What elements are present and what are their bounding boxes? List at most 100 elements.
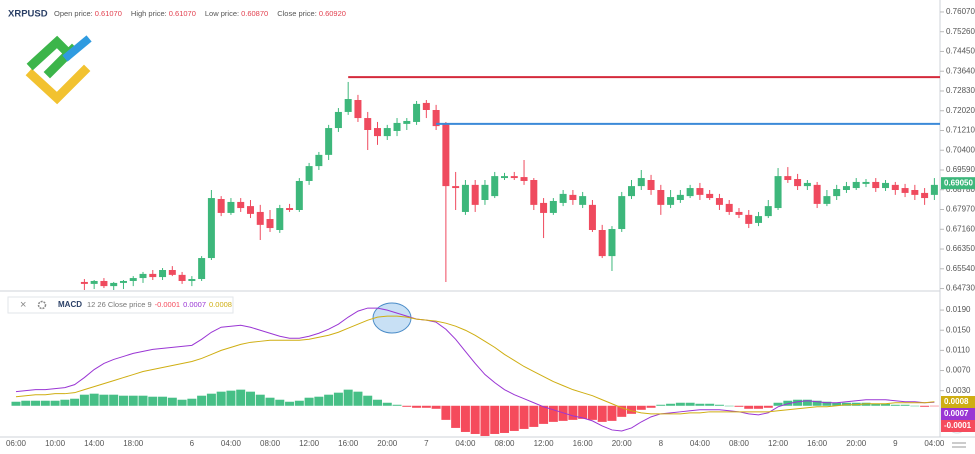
y-tick-label: 0.64730 (946, 284, 975, 293)
candle-body (80, 281, 88, 284)
candle-body (598, 230, 606, 257)
x-tick-label: 16:00 (807, 439, 828, 448)
candle-body (198, 258, 206, 280)
candle-body (520, 177, 528, 181)
candle-body (579, 196, 587, 205)
info-label: Open price: (54, 9, 93, 18)
symbol: XRPUSD (8, 9, 48, 20)
histogram-bar (490, 405, 500, 434)
x-tick-label: 20:00 (377, 439, 398, 448)
histogram-bar (40, 400, 50, 406)
histogram-bar (60, 399, 70, 406)
candle-body (618, 196, 626, 230)
candle-body (334, 111, 342, 129)
histogram-bar (568, 405, 578, 420)
candle-body (647, 180, 655, 190)
histogram-bar (744, 405, 754, 409)
candle-body (207, 198, 215, 259)
histogram-bar (754, 405, 764, 409)
candle-body (129, 278, 137, 281)
x-tick-label: 12:00 (768, 439, 789, 448)
info-label: Low price: (205, 9, 239, 18)
x-tick-label: 12:00 (534, 439, 555, 448)
histogram-bar (822, 401, 832, 406)
candle-body (637, 178, 645, 187)
histogram-bar (685, 402, 695, 406)
settings-icon[interactable] (37, 300, 47, 310)
histogram-bar (587, 405, 597, 420)
x-tick-label: 04:00 (924, 439, 945, 448)
histogram-bar (509, 405, 519, 431)
histogram-bar (890, 404, 900, 406)
candle-body (559, 193, 567, 203)
candle-body (168, 270, 176, 275)
last-price-label: 0.69050 (944, 178, 973, 187)
histogram-bar (607, 405, 617, 421)
indicator-line (15, 307, 935, 432)
info-value: 0.61070 (169, 9, 196, 18)
info-value: 0.60920 (319, 9, 346, 18)
histogram-bar (519, 405, 529, 429)
histogram-bar (920, 405, 930, 407)
candle-body (882, 182, 890, 189)
histogram-bar (343, 389, 353, 406)
close-indicator[interactable]: × (20, 299, 26, 311)
candle-body (657, 190, 665, 205)
x-tick-label: 14:00 (84, 439, 105, 448)
x-tick-label: 08:00 (260, 439, 281, 448)
histogram-bar (724, 405, 734, 407)
indicator-line (15, 315, 935, 415)
scale-icon[interactable] (952, 442, 966, 448)
candle-body (442, 123, 450, 187)
logo-yellow (25, 64, 91, 105)
histogram-bar (881, 403, 891, 406)
histogram-bar (441, 405, 451, 420)
candle-body (930, 184, 938, 195)
histogram-bar (636, 405, 646, 410)
candle-body (755, 216, 763, 223)
price-info-text: Open price: 0.61070 High price: 0.61070 Low … (54, 9, 346, 18)
candle-body (794, 179, 802, 187)
candle-body (149, 273, 157, 278)
y-tick-label: 0.75260 (946, 27, 975, 36)
histogram-bar (304, 397, 314, 406)
candle-body (735, 211, 743, 215)
histogram-bar (245, 391, 255, 406)
histogram-bar (734, 405, 744, 407)
y-tick-label: 0.0030 (946, 386, 971, 395)
histogram-bar (255, 394, 265, 406)
histogram-bar (285, 401, 295, 406)
histogram-bar (265, 397, 275, 406)
histogram-bar (314, 396, 324, 406)
candle-body (823, 196, 831, 204)
candle-body (813, 184, 821, 204)
histogram-bar (627, 405, 637, 414)
candle-body (237, 201, 245, 209)
indicator-legend-box (7, 296, 234, 314)
histogram-bar (158, 396, 168, 406)
histogram-bar (500, 405, 509, 433)
histogram-bar (109, 394, 119, 406)
histogram-bar (382, 402, 392, 406)
candle-body (725, 203, 733, 212)
histogram-bar (431, 405, 441, 409)
x-tick-label: 16:00 (573, 439, 594, 448)
candle-body (667, 197, 675, 205)
candle-body (305, 166, 313, 181)
x-tick-label: 8 (659, 439, 664, 448)
crossover-highlight (372, 302, 412, 334)
candle-body (921, 192, 929, 199)
histogram-bar (421, 405, 431, 408)
value-badge (941, 396, 975, 408)
histogram-bar (99, 394, 109, 406)
histogram-bar (861, 402, 871, 406)
histogram-bar (216, 391, 226, 406)
histogram-bar (392, 404, 402, 406)
candle-body (549, 200, 557, 213)
histogram-bar (372, 399, 382, 406)
y-tick-label: 0.72020 (946, 106, 975, 115)
histogram-bar (275, 399, 285, 406)
candle-body (872, 181, 880, 189)
y-tick-label: 0.71210 (946, 126, 975, 135)
indicator-value: 0.0008 (209, 300, 232, 309)
